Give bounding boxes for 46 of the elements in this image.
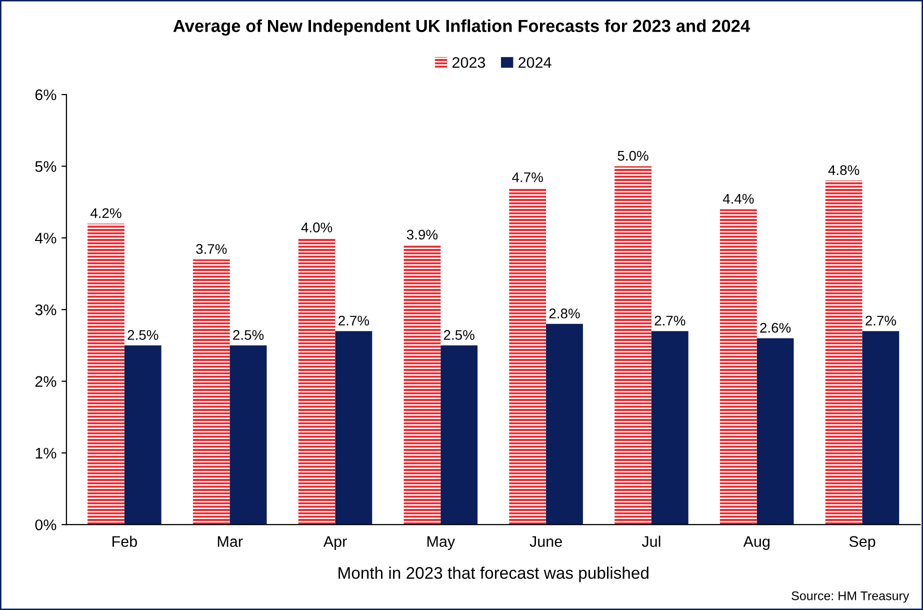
x-tick-label: Apr <box>323 536 347 550</box>
data-label: 2.7% <box>338 316 370 326</box>
x-tick-label: Aug <box>743 536 770 550</box>
data-label: 2.5% <box>233 330 264 340</box>
bar <box>88 224 124 525</box>
data-label: 4.2% <box>90 208 122 218</box>
bar <box>404 245 441 525</box>
legend-label: 2023 <box>452 57 486 68</box>
y-tick-label: 5% <box>35 161 56 172</box>
data-label: 2.5% <box>128 330 158 340</box>
bar <box>335 331 372 525</box>
x-axis-title: Month in 2023 that forecast was published <box>338 566 648 582</box>
x-tick-label: June <box>530 536 562 547</box>
data-label: 3.7% <box>196 244 227 254</box>
data-label: 2.5% <box>444 330 474 340</box>
y-tick-label: 1% <box>36 448 56 459</box>
bar <box>756 338 794 525</box>
data-label: 5.0% <box>618 150 648 161</box>
y-tick-label: 3% <box>35 304 56 316</box>
x-tick-label: Feb <box>112 536 137 547</box>
y-tick-label: 4% <box>35 232 56 244</box>
bar <box>614 166 652 525</box>
y-tick-label: 6% <box>35 89 56 100</box>
x-tick-label: May <box>427 536 456 550</box>
x-tick-label: Sep <box>849 536 876 550</box>
data-label: 2.6% <box>760 322 791 333</box>
data-label: 2.7% <box>654 316 686 326</box>
bar <box>825 180 862 525</box>
bar <box>651 331 688 525</box>
bar <box>509 188 546 525</box>
data-label: 4.0% <box>301 222 332 232</box>
x-tick-label: Mar <box>218 536 243 547</box>
data-label: 2.7% <box>866 316 896 326</box>
bar <box>862 331 900 525</box>
y-tick-label: 2% <box>35 376 56 387</box>
data-label: 4.8% <box>828 165 860 176</box>
data-label: 4.7% <box>512 172 543 182</box>
x-tick-label: Jul <box>642 536 660 547</box>
bar <box>720 209 757 525</box>
data-label: 2.8% <box>549 308 580 318</box>
data-label: 3.9% <box>406 230 438 240</box>
chart-title: Average of New Independent UK Inflation Forecasts for 2023 and 2024 <box>173 19 750 36</box>
source-note: Source: HM Treasury <box>792 591 910 603</box>
y-tick-label: 0% <box>35 519 56 530</box>
legend-label: 2024 <box>518 57 552 68</box>
data-label: 4.4% <box>722 194 754 204</box>
